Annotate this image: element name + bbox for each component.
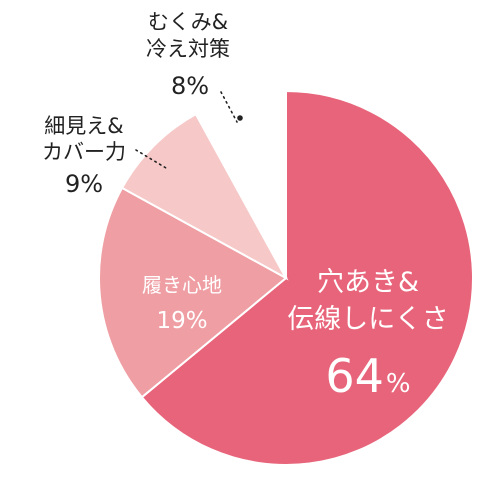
- slice-value-label: 8%: [171, 72, 209, 100]
- leader-line: [135, 149, 167, 169]
- slice-label-line-2: 伝線しにくさ: [287, 304, 448, 335]
- pie-slice-3: [120, 112, 289, 281]
- pie-slices: [98, 89, 474, 466]
- leader-dot: [237, 115, 243, 121]
- leader-line: [220, 91, 238, 123]
- pie-slice-4: [194, 89, 287, 279]
- pie-slice-2: [98, 186, 288, 399]
- slice-label-line-1: むくみ&: [148, 10, 228, 34]
- slice-value-label: 19%: [156, 308, 207, 334]
- slice-label-line-1: 細見え&: [44, 114, 123, 138]
- slice-label-line-2: カバー力: [42, 140, 126, 164]
- slice-label: 履き心地: [142, 273, 222, 297]
- slice-value-label: 64%: [325, 349, 410, 403]
- value-number: 64: [325, 349, 384, 403]
- slice-label-line-2: 冷え対策: [146, 37, 230, 61]
- slice-value-label: 9%: [65, 170, 103, 198]
- pie-slice-1: [140, 89, 474, 466]
- slice-label-line-1: 穴あき&: [317, 267, 419, 298]
- value-unit: %: [386, 369, 411, 399]
